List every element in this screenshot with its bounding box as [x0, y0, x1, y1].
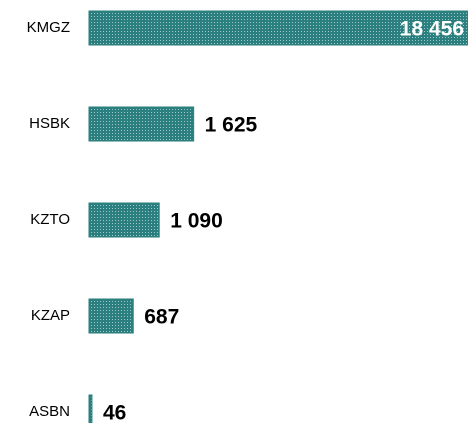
category-label: HSBK — [29, 115, 70, 132]
plot-area — [88, 10, 468, 423]
value-label: 687 — [144, 306, 179, 329]
value-label: 1 625 — [205, 114, 258, 137]
bar — [88, 298, 134, 334]
category-label: KMGZ — [27, 19, 70, 36]
value-label: 18 456 — [400, 18, 464, 41]
value-label: 46 — [103, 402, 126, 423]
bar — [88, 10, 468, 46]
category-label: KZTO — [30, 211, 70, 228]
value-label: 1 090 — [170, 210, 223, 233]
bar — [88, 394, 93, 423]
category-label: ASBN — [29, 403, 70, 420]
category-label: KZAP — [31, 307, 70, 324]
bar — [88, 202, 160, 238]
bar — [88, 106, 195, 142]
